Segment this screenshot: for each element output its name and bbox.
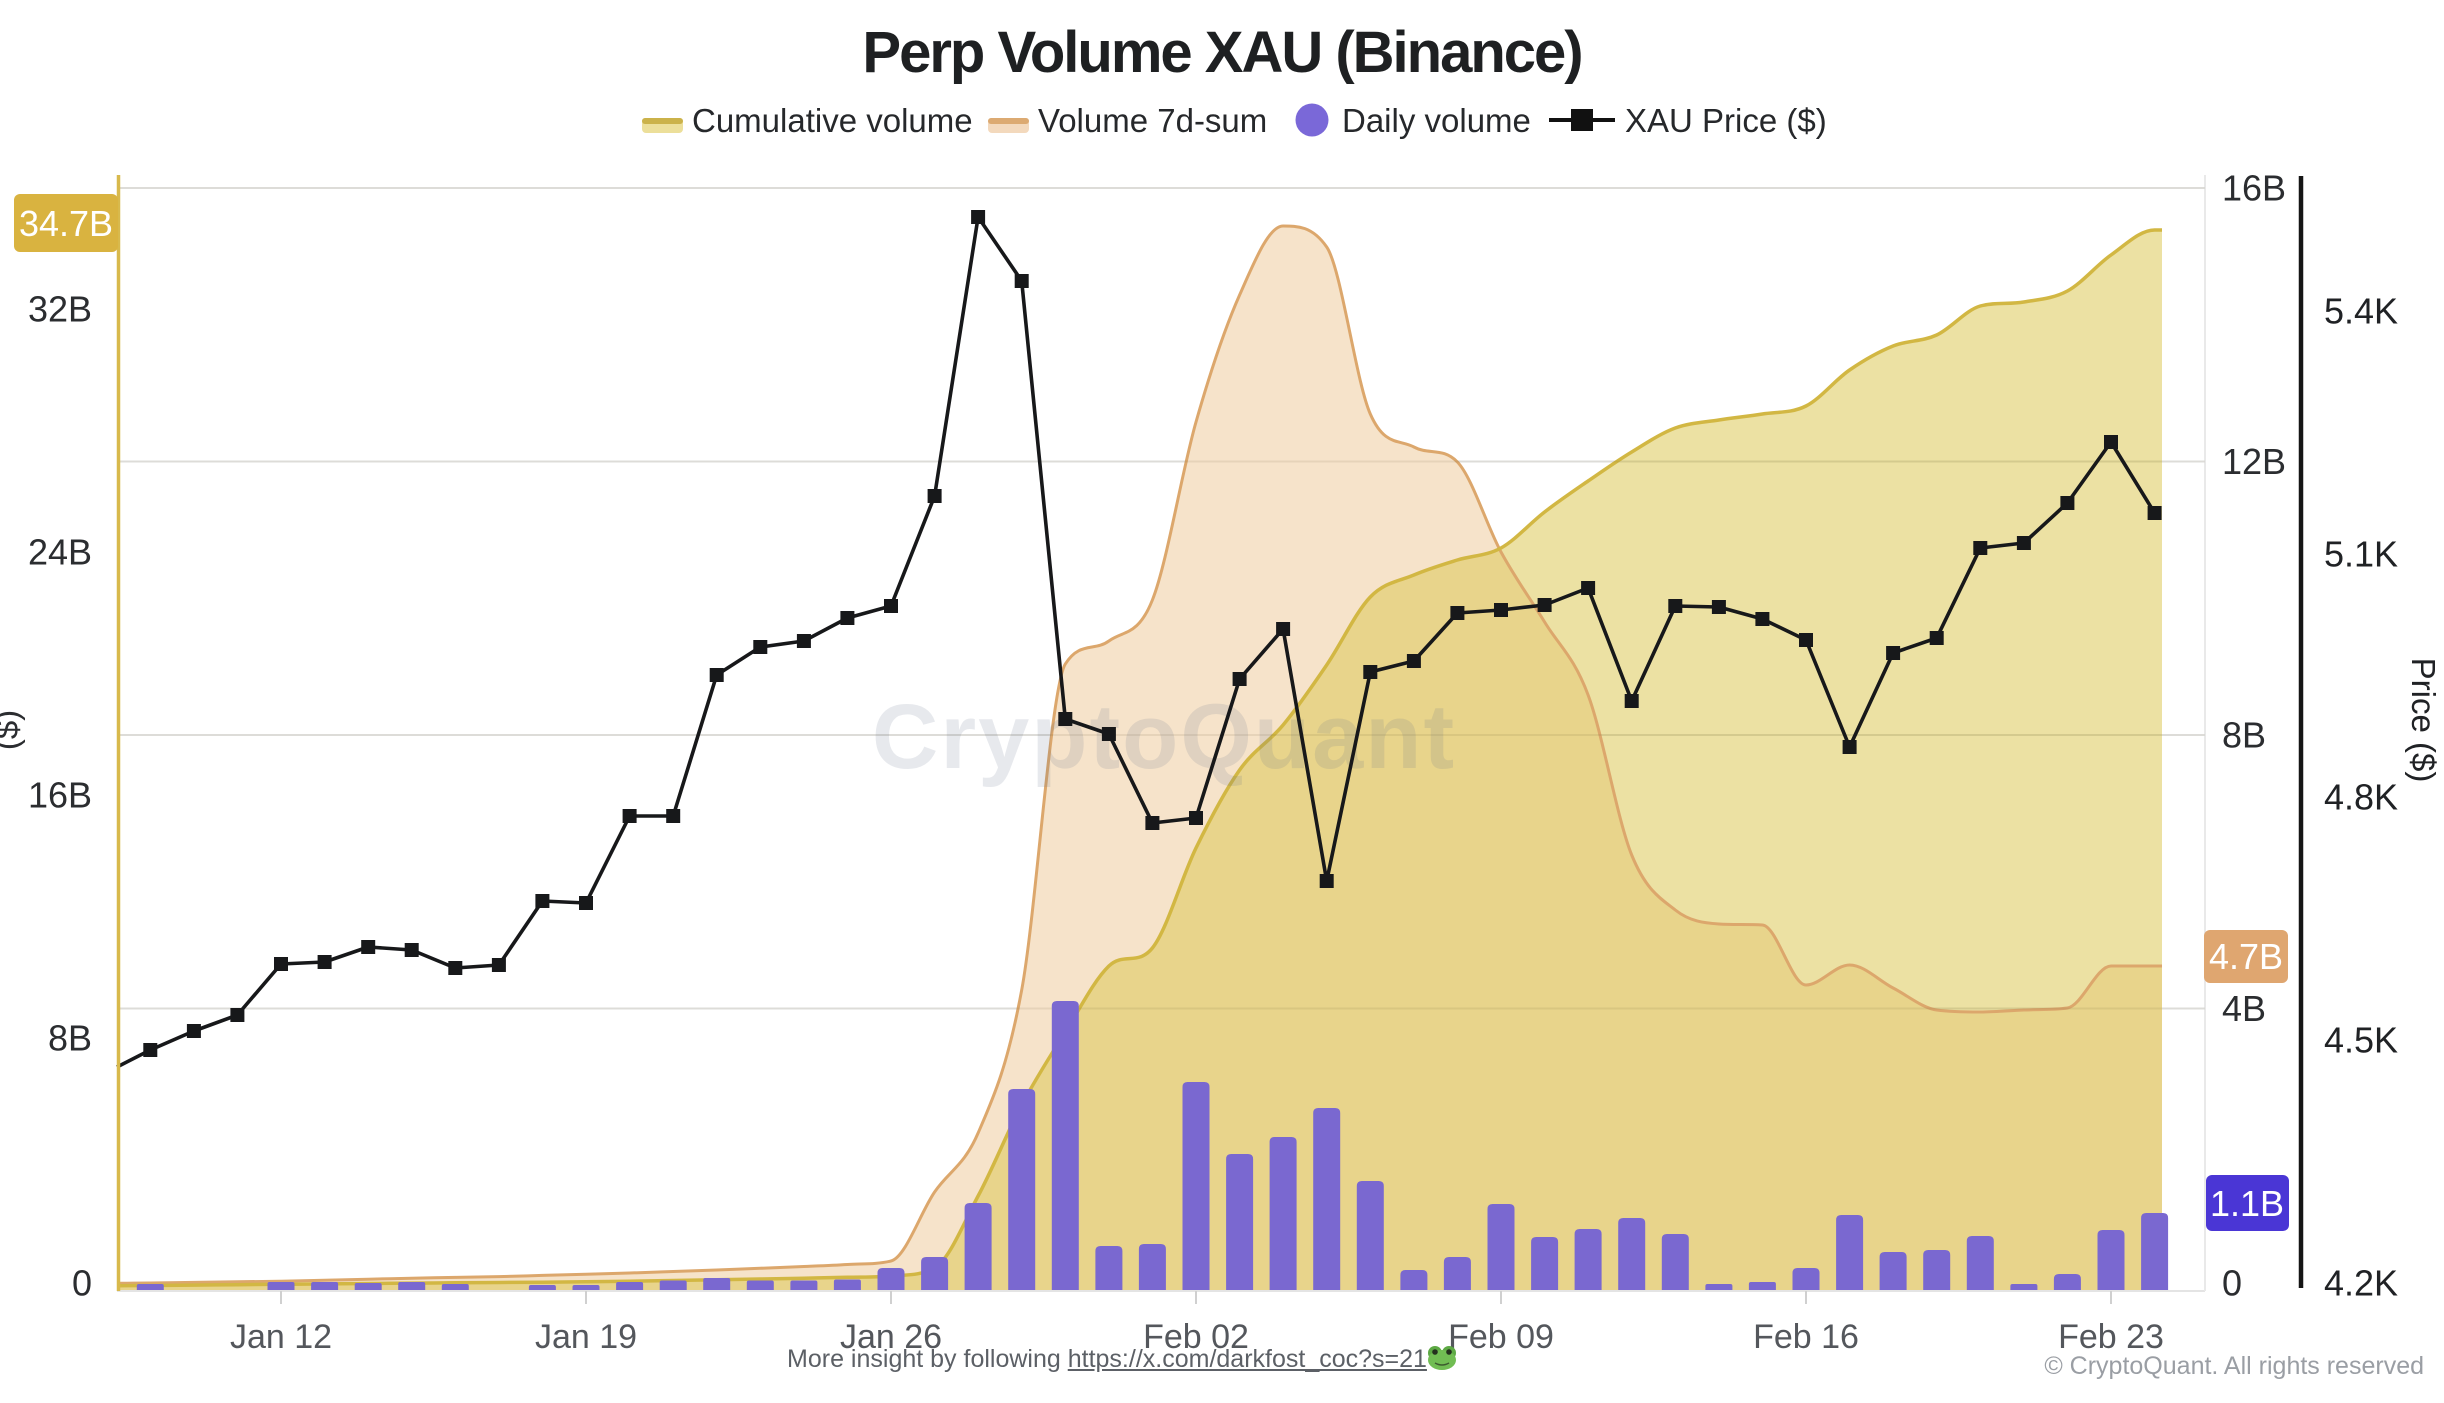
svg-text:Feb 02: Feb 02	[1143, 1318, 1249, 1356]
svg-text:16B: 16B	[28, 775, 92, 816]
svg-text:Daily volume: Daily volume	[1342, 102, 1531, 139]
svg-text:4.2K: 4.2K	[2324, 1263, 2398, 1304]
svg-text:Perp Volume XAU (Binance): Perp Volume XAU (Binance)	[862, 20, 1581, 85]
svg-text:0: 0	[2222, 1263, 2242, 1304]
svg-text:4.7B: 4.7B	[2209, 936, 2283, 977]
svg-text:5.4K: 5.4K	[2324, 291, 2398, 332]
svg-text:5.1K: 5.1K	[2324, 534, 2398, 575]
svg-text:Feb 16: Feb 16	[1753, 1318, 1859, 1356]
svg-text:0: 0	[72, 1263, 92, 1304]
svg-text:12B: 12B	[2222, 441, 2286, 482]
svg-text:32B: 32B	[28, 289, 92, 330]
svg-text:8B: 8B	[48, 1018, 92, 1059]
svg-text:Price ($): Price ($)	[2405, 658, 2442, 783]
svg-text:Volume 7d-sum: Volume 7d-sum	[1038, 102, 1267, 139]
svg-text:Cumulative volume: Cumulative volume	[692, 102, 973, 139]
svg-text:($): ($)	[0, 710, 25, 750]
svg-text:Feb 09: Feb 09	[1448, 1318, 1554, 1356]
svg-text:16B: 16B	[2222, 168, 2286, 209]
svg-text:Jan 19: Jan 19	[535, 1318, 637, 1356]
svg-text:4.8K: 4.8K	[2324, 777, 2398, 818]
svg-text:Feb 23: Feb 23	[2058, 1318, 2164, 1356]
svg-text:Jan 12: Jan 12	[230, 1318, 332, 1356]
svg-text:CryptoQuant: CryptoQuant	[872, 686, 1456, 788]
svg-text:4.5K: 4.5K	[2324, 1020, 2398, 1061]
svg-text:34.7B: 34.7B	[19, 203, 113, 244]
svg-text:24B: 24B	[28, 532, 92, 573]
svg-text:Jan 26: Jan 26	[840, 1318, 942, 1356]
svg-text:XAU Price ($): XAU Price ($)	[1625, 102, 1827, 139]
svg-text:4B: 4B	[2222, 988, 2266, 1029]
svg-text:8B: 8B	[2222, 715, 2266, 756]
svg-text:1.1B: 1.1B	[2210, 1183, 2284, 1224]
